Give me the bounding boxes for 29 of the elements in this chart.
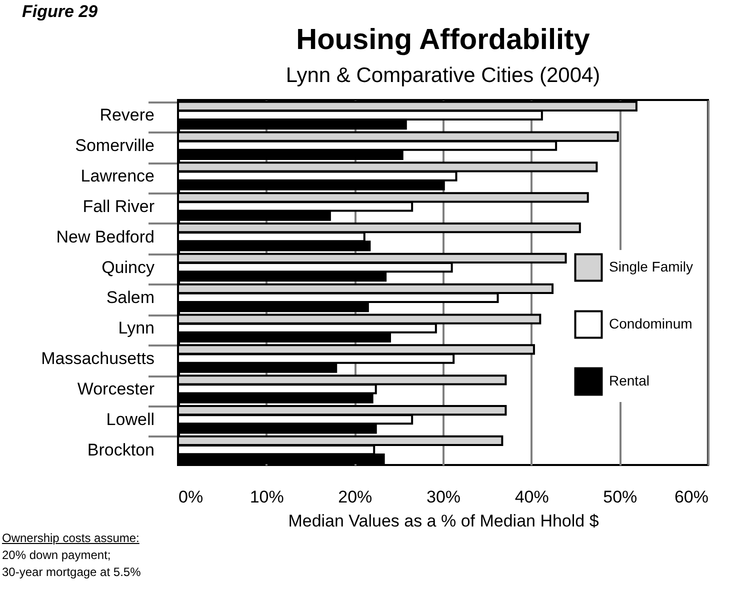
x-tick-label: 50% [603, 488, 638, 506]
text: 20% down payment; [2, 547, 112, 564]
y-tick-label: Brockton [87, 440, 154, 460]
x-tick-label: 10% [250, 488, 284, 506]
x-axis-title: Median Values as a % of Median Hhold $ [288, 512, 600, 530]
legend-label: Rental [609, 372, 650, 388]
chart-subtitle: Lynn & Comparative Cities (2004) [286, 64, 600, 87]
y-tick-label: Lynn [118, 318, 154, 338]
y-tick-label: Lawrence [80, 166, 154, 186]
text: Ownership costs assume: [2, 530, 140, 547]
x-tick-label: 30% [426, 488, 461, 506]
y-tick-label: Salem [106, 288, 154, 308]
text: 30-year mortgage at 5.5% [2, 564, 141, 581]
y-tick-label: Worcester [77, 379, 155, 398]
chart-title: Housing Affordability [296, 24, 590, 56]
x-tick-label: 20% [338, 488, 372, 506]
y-tick-label: Quincy [102, 258, 155, 277]
x-tick-label: 0% [178, 488, 204, 506]
y-tick-label: Massachusetts [41, 349, 154, 368]
y-tick-label: Somerville [75, 136, 154, 156]
y-tick-label: Revere [100, 106, 154, 125]
y-tick-label: Lowell [106, 410, 154, 429]
caption: Figure 29 [22, 2, 98, 22]
y-tick-label: New Bedford [56, 227, 154, 246]
legend-label: Condominum [609, 316, 692, 332]
x-tick-label: 40% [514, 488, 549, 506]
legend-label: Single Family [609, 258, 694, 274]
x-tick-label: 60% [674, 488, 708, 506]
y-tick-label: Fall River [82, 196, 155, 216]
